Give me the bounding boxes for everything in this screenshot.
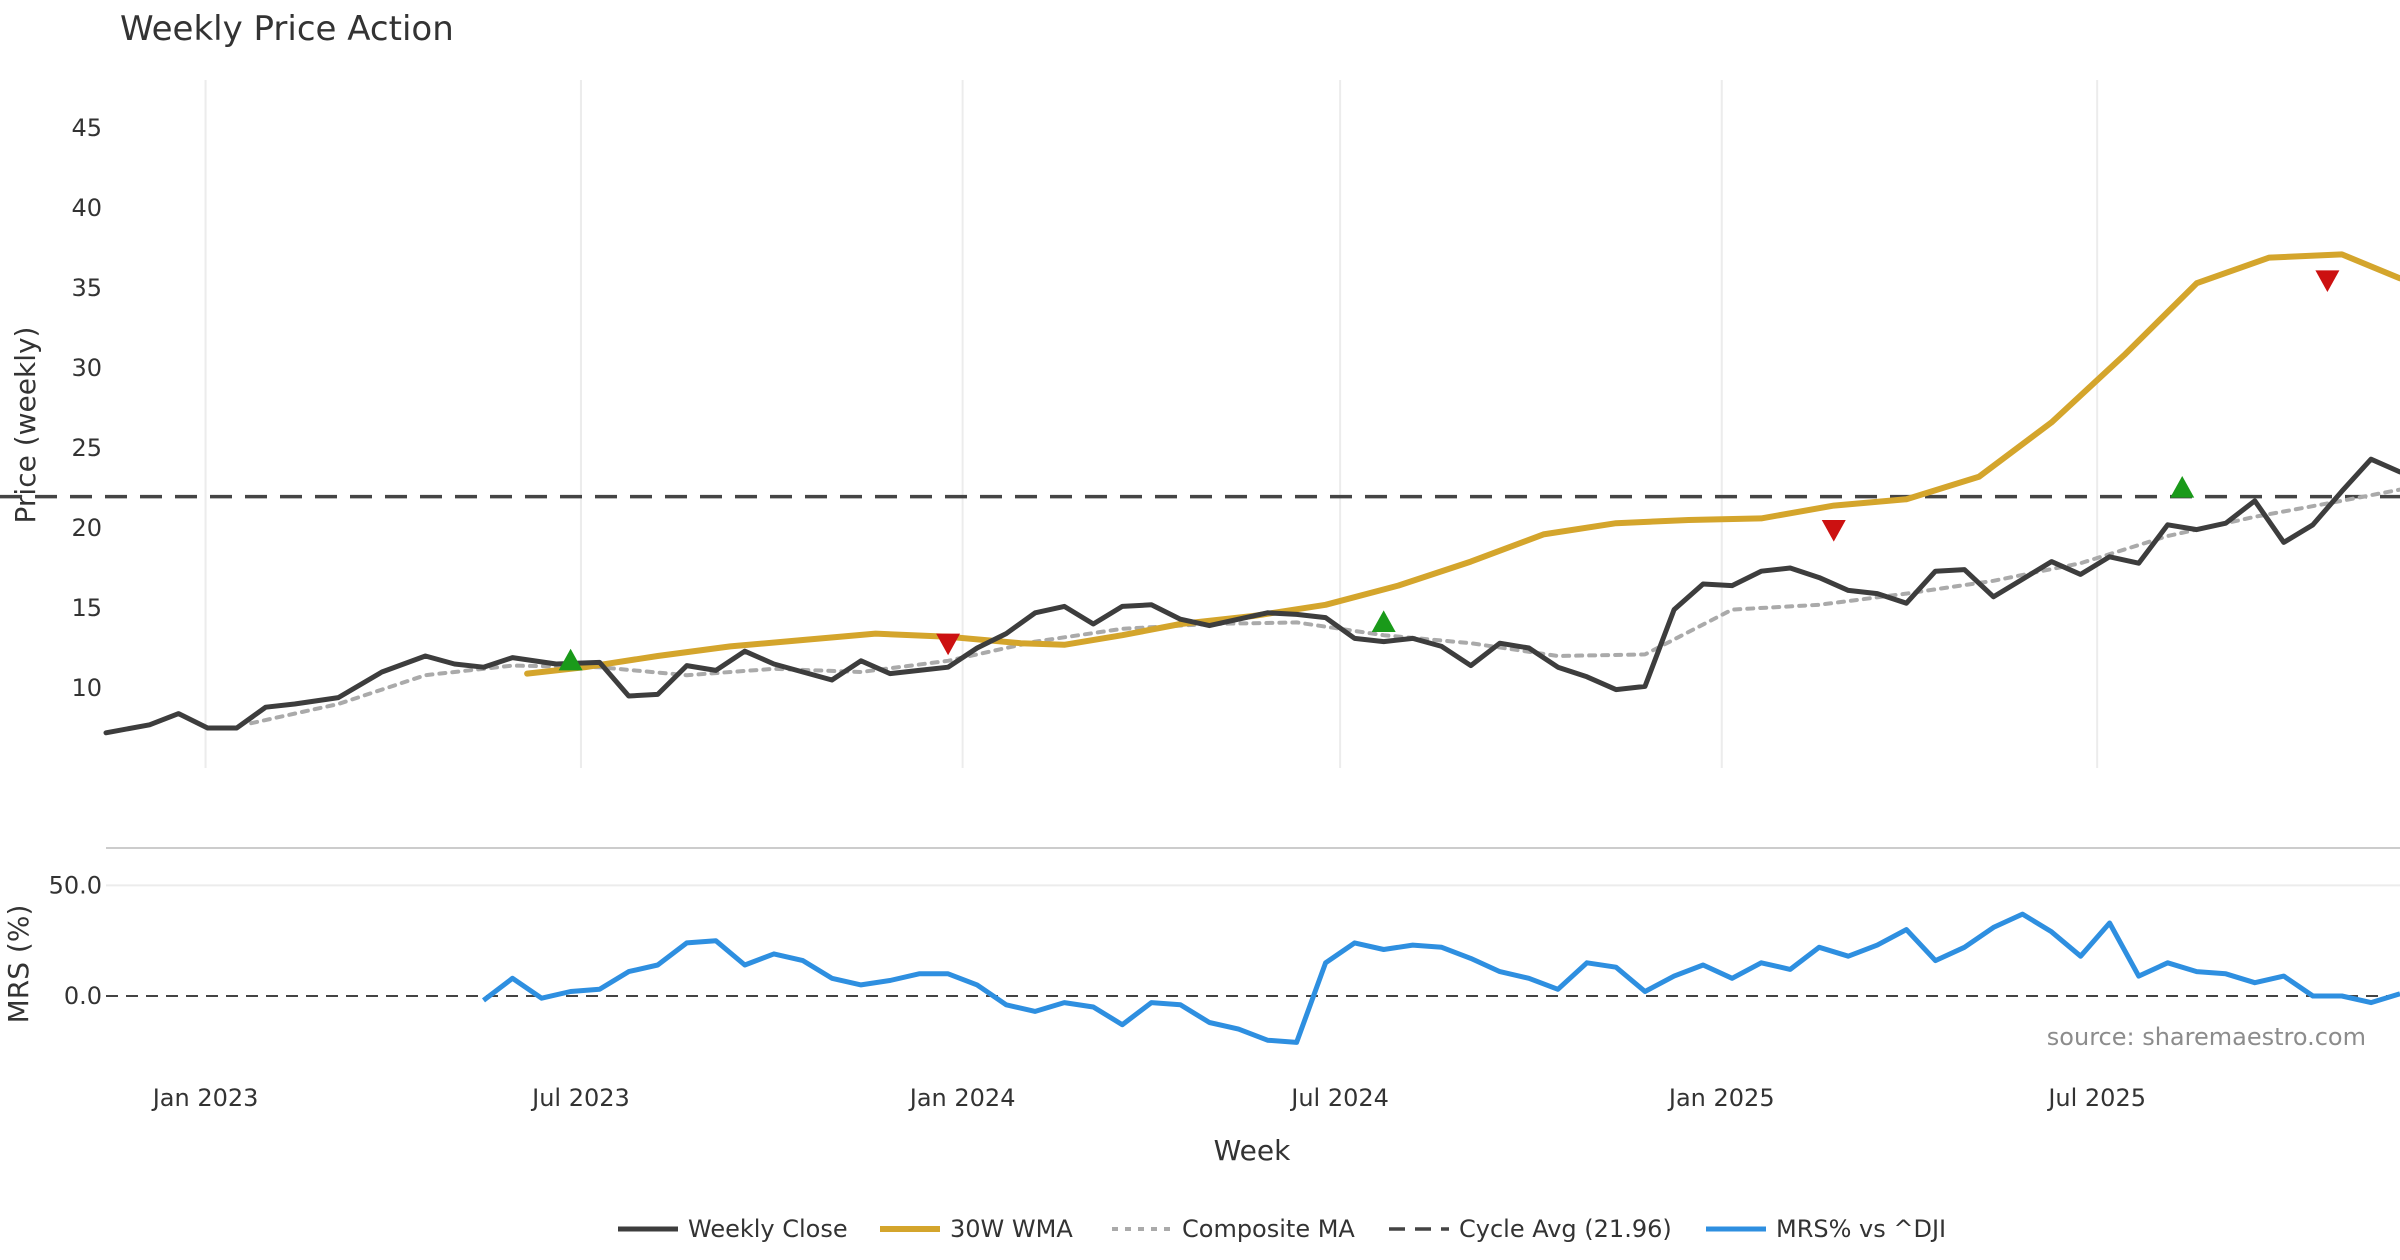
mrs-y-ticks: 0.0 50.0	[49, 871, 102, 1010]
mrs-series	[481, 911, 2400, 1045]
x-tick-label: Jan 2025	[1667, 1084, 1775, 1112]
mrs-panel-grid	[106, 884, 2400, 997]
x-tick-label: Jul 2023	[530, 1084, 630, 1112]
mrs-line	[481, 911, 2400, 1045]
x-tick-label: Jan 2024	[908, 1084, 1016, 1112]
x-tick-label: Jan 2023	[151, 1084, 259, 1112]
legend-label: MRS% vs ^DJI	[1776, 1215, 1946, 1243]
price-y-tick-label: 30	[71, 354, 102, 382]
price-y-tick-label: 35	[71, 274, 102, 302]
price-y-tick-label: 20	[71, 514, 102, 542]
price-y-tick-label: 10	[71, 674, 102, 702]
price-y-ticks: 10 15 20 25 30 35 40 45	[71, 114, 102, 702]
x-ticks: Jan 2023 Jul 2023 Jan 2024 Jul 2024 Jan 2025…	[151, 1084, 2146, 1112]
x-tick-label: Jul 2024	[1289, 1084, 1389, 1112]
x-axis-label: Week	[1214, 1134, 1291, 1167]
buy-signal-marker	[2170, 476, 2195, 498]
wma-line	[524, 251, 2400, 677]
buy-signal-marker	[558, 648, 583, 671]
mrs-y-tick-label: 50.0	[49, 871, 102, 899]
close-line	[103, 456, 2400, 736]
legend-label: Composite MA	[1182, 1215, 1355, 1243]
sell-signal-marker	[1821, 520, 1846, 542]
signal-markers	[558, 270, 2340, 671]
legend-label: Cycle Avg (21.96)	[1459, 1215, 1672, 1243]
price-y-tick-label: 15	[71, 594, 102, 622]
legend-label: 30W WMA	[950, 1215, 1073, 1243]
price-y-axis-label: Price (weekly)	[9, 327, 42, 524]
price-series	[0, 251, 2400, 736]
composite-line	[249, 487, 2400, 726]
source-note: source: sharemaestro.com	[2047, 1023, 2366, 1051]
price-y-tick-label: 40	[71, 194, 102, 222]
price-y-tick-label: 25	[71, 434, 102, 462]
mrs-y-axis-label: MRS (%)	[2, 905, 35, 1024]
legend: Weekly Close 30W WMA Composite MA Cycle Avg…	[618, 1215, 1946, 1243]
price-panel-grid	[204, 80, 2099, 768]
sell-signal-marker	[936, 633, 961, 656]
chart-title: Weekly Price Action	[120, 9, 454, 49]
mrs-y-tick-label: 0.0	[64, 982, 102, 1010]
buy-signal-marker	[1371, 610, 1396, 632]
sell-signal-marker	[2315, 270, 2340, 292]
x-tick-label: Jul 2025	[2046, 1084, 2146, 1112]
price-y-tick-label: 45	[71, 114, 102, 142]
legend-label: Weekly Close	[688, 1215, 848, 1243]
